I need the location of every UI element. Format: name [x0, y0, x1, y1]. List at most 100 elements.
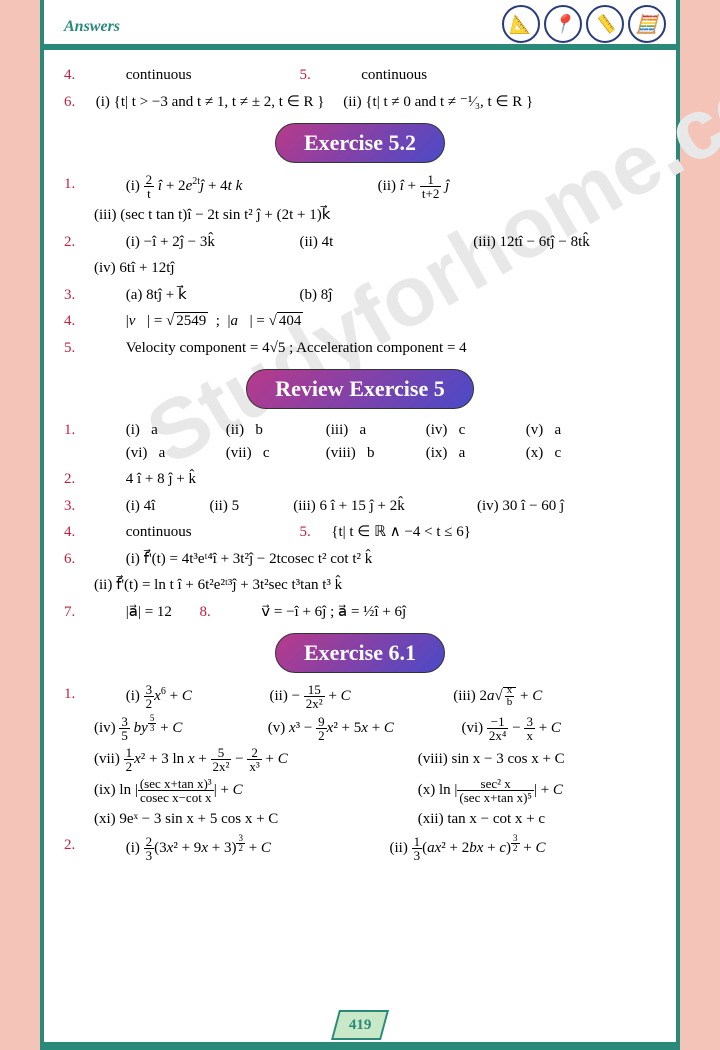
section-pill-exercise-5-2: Exercise 5.2 — [275, 123, 445, 163]
question-number: 6. — [64, 91, 92, 114]
answer-text: continuous — [331, 67, 427, 83]
page-container: Answers 📐 📍 📏 🧮 Studyforhome.com 4. cont… — [40, 0, 680, 1050]
answer-text: (xii) tan x − cot x + c — [418, 811, 545, 827]
answer-text: |v⃗| = 2549 ; |a⃗| = 404 — [96, 313, 304, 329]
answer-row: 3. (a) 8tĵ + k⃗ (b) 8ĵ — [64, 284, 656, 307]
page-number: 419 — [349, 1017, 372, 1034]
question-number: 5. — [64, 337, 92, 360]
section-pill-review-5: Review Exercise 5 — [246, 369, 473, 409]
answer-text: (vi) −12x⁴ − 3x + C — [462, 720, 561, 736]
mcq-item: (x) c — [526, 442, 626, 465]
answer-row: 4. continuous 5. continuous — [64, 64, 656, 87]
answer-row: (ii) f⃗'(t) = ln t î + 6t²e²ᵗ³ĵ + 3t²sec… — [64, 574, 656, 597]
answer-row: (vii) 12x² + 3 ln x + 52x² − 2x³ + C (vi… — [64, 746, 656, 773]
answer-text: (ix) ln |(sec x+tan x)³cosec x−cot x| + … — [94, 777, 414, 804]
answer-row: 7. |a⃗| = 12 8. v⃗ = −î + 6ĵ ; a⃗ = ½î +… — [64, 601, 656, 624]
mcq-item: (iii) a — [326, 419, 426, 442]
answer-text: |a⃗| = 12 — [96, 601, 196, 624]
answer-row: 2. 4 î + 8 ĵ + k̂ — [64, 468, 656, 491]
answer-text: continuous — [96, 64, 296, 87]
answer-text: (v) x³ − 92x² + 5x + C — [268, 715, 458, 742]
question-number: 4. — [64, 310, 92, 333]
answer-text: (x) ln |sec² x(sec x+tan x)⁵| + C — [418, 782, 563, 798]
answer-row: 2. (i) −î + 2ĵ − 3k̂ (ii) 4t (iii) 12tî … — [64, 231, 656, 254]
answer-text: (ii) î + 1t+2 ĵ — [378, 178, 450, 194]
answer-text: (iii) (sec t tan t)î − 2t sin t² ĵ + (2t… — [94, 207, 330, 223]
answer-text: (ii) − 152x² + C — [270, 683, 450, 710]
answer-text: (ii) 13(ax² + 2bx + c)32 + C — [390, 840, 546, 856]
ruler-icon: 📏 — [586, 5, 624, 43]
header-title: Answers — [64, 18, 120, 35]
answer-text: (iv) 30 î − 60 ĵ — [477, 498, 564, 514]
geometry-icon: 📐 — [502, 5, 540, 43]
answer-row: 6. (i) f⃗'(t) = 4t³eᵗ⁴î + 3t²ĵ − 2tcosec… — [64, 548, 656, 571]
mcq-item: (i) a — [126, 419, 226, 442]
answer-text: Velocity component = 4√5 ; Acceleration … — [96, 340, 467, 356]
calculator-icon: 🧮 — [628, 5, 666, 43]
page-number-diamond: 419 — [331, 1010, 389, 1040]
answer-row: (ix) ln |(sec x+tan x)³cosec x−cot x| + … — [64, 777, 656, 804]
answer-text: (i) 2t î + 2e2tĵ + 4t k⃗ — [96, 178, 254, 194]
question-number: 1. — [64, 173, 92, 196]
answer-row: 6. (i) {t| t > −3 and t ≠ 1, t ≠ ± 2, t … — [64, 91, 656, 114]
question-number: 3. — [64, 284, 92, 307]
answer-text: (i) −î + 2ĵ − 3k̂ — [96, 231, 296, 254]
header-icons: 📐 📍 📏 🧮 — [502, 5, 666, 43]
answer-text: 4 î + 8 ĵ + k̂ — [96, 471, 196, 487]
mcq-item: (ix) a — [426, 442, 526, 465]
mcq-container: (i) a(ii) b(iii) a(iv) c(v) a (vi) a(vii)… — [96, 419, 656, 464]
answer-text: (i) 32x6 + C — [96, 683, 266, 710]
answer-text: (iii) 2axb + C — [453, 687, 542, 704]
answer-row: 3. (i) 4î (ii) 5 (iii) 6 î + 15 ĵ + 2k̂ … — [64, 495, 656, 518]
answer-text: (iv) 35 by53 + C — [94, 714, 264, 742]
question-number: 4. — [64, 64, 92, 87]
question-number: 8. — [200, 601, 228, 624]
answer-text: {t| t ∈ ℝ ∧ −4 < t ≤ 6} — [331, 524, 471, 540]
answer-text: (viii) sin x − 3 cos x + C — [418, 751, 565, 767]
footer-bar — [44, 1042, 676, 1050]
answer-row: (xi) 9eˣ − 3 sin x + 5 cos x + C (xii) t… — [64, 808, 656, 831]
answer-row: 4. |v⃗| = 2549 ; |a⃗| = 404 — [64, 310, 656, 333]
mcq-row: 1. (i) a(ii) b(iii) a(iv) c(v) a (vi) a(v… — [64, 419, 656, 464]
question-number: 7. — [64, 601, 92, 624]
answer-row: 2. (i) 23(3x² + 9x + 3)32 + C (ii) 13(ax… — [64, 834, 656, 862]
question-number: 5. — [300, 64, 328, 87]
mcq-item: (vii) c — [226, 442, 326, 465]
question-number: 2. — [64, 468, 92, 491]
answer-text: (b) 8ĵ — [300, 287, 333, 303]
page-header: Answers 📐 📍 📏 🧮 — [44, 0, 676, 44]
question-number: 2. — [64, 231, 92, 254]
section-pill-exercise-6-1: Exercise 6.1 — [275, 633, 445, 673]
answer-text: (ii) {t| t ≠ 0 and t ≠ ⁻¹⁄₃, t ∈ R } — [343, 94, 533, 110]
answer-row: 4. continuous 5. {t| t ∈ ℝ ∧ −4 < t ≤ 6} — [64, 521, 656, 544]
answer-row: 1. (i) 2t î + 2e2tĵ + 4t k⃗ (ii) î + 1t+… — [64, 173, 656, 200]
page-number-badge: 419 — [335, 1010, 385, 1040]
question-number: 4. — [64, 521, 92, 544]
answer-text: (a) 8tĵ + k⃗ — [96, 284, 296, 307]
answer-text: (i) {t| t > −3 and t ≠ 1, t ≠ ± 2, t ∈ R… — [96, 94, 325, 110]
answer-text: (i) 23(3x² + 9x + 3)32 + C — [96, 834, 386, 862]
mcq-item: (v) a — [526, 419, 626, 442]
question-number: 5. — [300, 521, 328, 544]
answer-text: (ii) 4t — [300, 231, 470, 254]
question-number: 1. — [64, 419, 92, 442]
answer-text: (ii) 5 — [210, 495, 290, 518]
answer-text: (vii) 12x² + 3 ln x + 52x² − 2x³ + C — [94, 746, 414, 773]
answer-text: (xi) 9eˣ − 3 sin x + 5 cos x + C — [94, 808, 414, 831]
answer-text: (iv) 6tî + 12tĵ — [94, 260, 175, 276]
answer-text: (ii) f⃗'(t) = ln t î + 6t²e²ᵗ³ĵ + 3t²sec… — [94, 577, 342, 593]
mcq-item: (vi) a — [126, 442, 226, 465]
question-number: 2. — [64, 834, 92, 857]
answer-text: (i) f⃗'(t) = 4t³eᵗ⁴î + 3t²ĵ − 2tcosec t²… — [96, 551, 372, 567]
answer-row: 1. (i) 32x6 + C (ii) − 152x² + C (iii) 2… — [64, 683, 656, 710]
question-number: 1. — [64, 683, 92, 706]
content-area: Studyforhome.com 4. continuous 5. contin… — [44, 50, 676, 916]
question-number: 6. — [64, 548, 92, 571]
mcq-item: (iv) c — [426, 419, 526, 442]
answer-row: (iii) (sec t tan t)î − 2t sin t² ĵ + (2t… — [64, 204, 656, 227]
answer-text: (iii) 12tî − 6tĵ − 8tk̂ — [473, 234, 590, 250]
compass-icon: 📍 — [544, 5, 582, 43]
answer-row: (iv) 6tî + 12tĵ — [64, 257, 656, 280]
mcq-item: (ii) b — [226, 419, 326, 442]
answer-text: (i) 4î — [96, 495, 206, 518]
